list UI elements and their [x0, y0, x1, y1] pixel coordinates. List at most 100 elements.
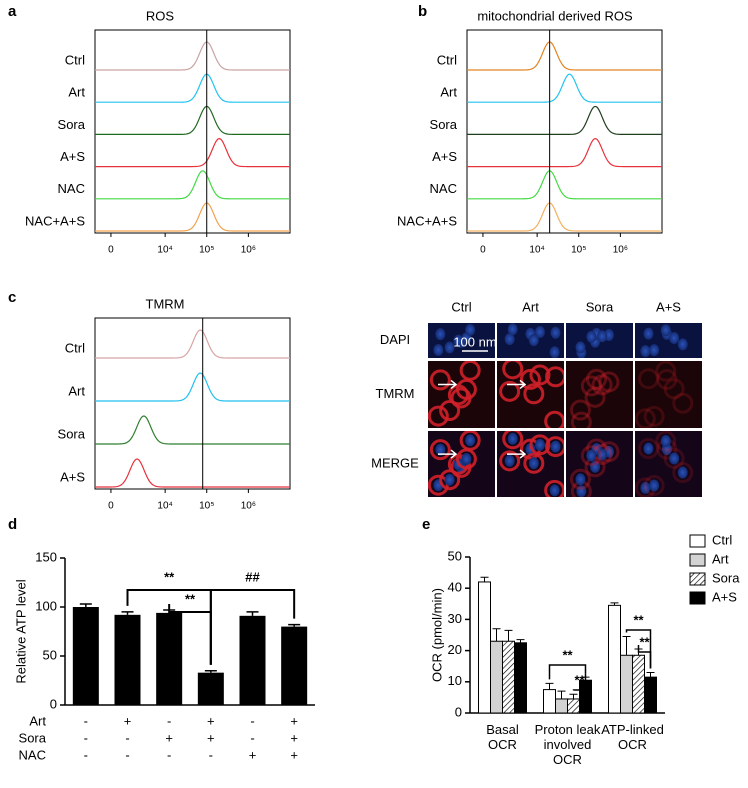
cell-cytoplasm [655, 431, 677, 452]
bar [72, 607, 99, 705]
cell-nucleus [586, 449, 597, 462]
histogram-curve [95, 202, 290, 232]
micrograph-image [428, 361, 495, 428]
cell-nucleus [444, 341, 455, 354]
y-axis-label: Relative ATP level [13, 579, 28, 683]
cell-cytoplasm [502, 361, 524, 380]
significance-bracket [572, 673, 587, 691]
cell-cytoplasm [637, 438, 659, 460]
row-label: A+S [60, 149, 85, 164]
arrow [507, 379, 527, 390]
cell-cytoplasm [672, 462, 694, 484]
cell-cytoplasm [598, 371, 620, 393]
error-bar [288, 623, 301, 627]
cell-cytoplasm [672, 392, 694, 414]
treatment-mark: - [84, 747, 88, 762]
significance-bracket [625, 629, 652, 669]
cell-nucleus [586, 330, 597, 343]
micrograph-image [635, 431, 702, 497]
cell-cytoplasm [439, 469, 461, 491]
treatment-mark: - [84, 730, 88, 745]
y-tick-label: 40 [448, 580, 462, 595]
chart-title: TMRM [146, 296, 185, 311]
treatment-mark: + [290, 747, 298, 762]
bar [555, 698, 568, 714]
cell-cytoplasm [584, 386, 606, 408]
x-tick-label: 10⁶ [241, 501, 256, 512]
column-header: Sora [586, 299, 614, 314]
cells [428, 431, 481, 496]
treatment-label: Sora [19, 730, 47, 745]
row-label: Ctrl [65, 52, 85, 67]
cell-cytoplasm [439, 400, 461, 422]
y-tick-label: 50 [43, 647, 57, 662]
significance-bracket [548, 664, 587, 680]
bar [620, 654, 633, 714]
row-label: Sora [430, 117, 458, 132]
y-tick-label: 10 [448, 673, 462, 688]
plot-frame [94, 317, 291, 490]
micrograph-image [497, 361, 564, 428]
error-bar [79, 603, 92, 607]
micrograph-image [566, 323, 633, 358]
treatment-mark: - [209, 747, 213, 762]
cells [499, 431, 564, 497]
row-header: DAPI [380, 332, 410, 347]
cell-nucleus [643, 442, 654, 455]
row-label: A+S [60, 469, 85, 484]
cell-cytoplasm [459, 361, 481, 381]
cell-nucleus [504, 333, 515, 346]
row-label: A+S [432, 149, 457, 164]
y-tick-label: 20 [448, 642, 462, 657]
cell-cytoplasm [523, 383, 545, 405]
error-bar [622, 636, 631, 656]
cell-nucleus [550, 326, 561, 339]
cells [499, 361, 564, 428]
cell-cytoplasm [502, 431, 524, 450]
legend-label: Art [712, 551, 729, 566]
treatment-mark: + [207, 713, 215, 728]
bar [514, 642, 527, 714]
legend-label: Sora [712, 570, 740, 585]
error-bar [480, 576, 489, 582]
image-bg [566, 361, 633, 428]
cell-cytoplasm [591, 374, 613, 396]
cell-cytoplasm [643, 405, 665, 427]
cell-cytoplasm [428, 474, 449, 496]
cell-cytoplasm [635, 408, 656, 428]
cell-nucleus [433, 343, 444, 356]
treatment-label: NAC [19, 747, 46, 762]
cell-nucleus [597, 448, 608, 461]
cell-cytoplasm [519, 368, 541, 390]
treatment-label: Art [29, 713, 46, 728]
chart-title: ROS [146, 8, 175, 23]
micrograph-image [497, 323, 564, 358]
cell-nucleus [590, 460, 601, 473]
error-bar [545, 682, 554, 690]
y-tick-label: 50 [448, 548, 462, 563]
cell-cytoplasm [455, 378, 477, 400]
cell-nucleus [649, 344, 660, 357]
histogram-curve [95, 329, 290, 359]
cell-nucleus [643, 327, 654, 340]
x-tick-label: 10⁵ [571, 245, 586, 256]
row-label: Art [68, 85, 85, 100]
significance-bracket [209, 589, 296, 665]
significance-label: ** [185, 591, 196, 606]
row-label: Art [68, 383, 85, 398]
cell-nucleus [550, 440, 561, 453]
cell-cytoplasm [545, 436, 564, 458]
row-label: Ctrl [437, 52, 457, 67]
significance-label: ** [562, 647, 573, 662]
panel-label: e [422, 516, 430, 533]
cell-nucleus [575, 473, 586, 486]
legend-swatch [689, 572, 706, 586]
bar [490, 640, 503, 714]
y-tick-label: 0 [455, 704, 462, 719]
cell-cytoplasm [637, 368, 659, 390]
cell-nucleus [649, 479, 660, 492]
treatment-mark: - [125, 747, 129, 762]
cell-nucleus [528, 334, 539, 347]
legend-label: Ctrl [712, 532, 732, 547]
cell-nucleus [677, 466, 688, 479]
